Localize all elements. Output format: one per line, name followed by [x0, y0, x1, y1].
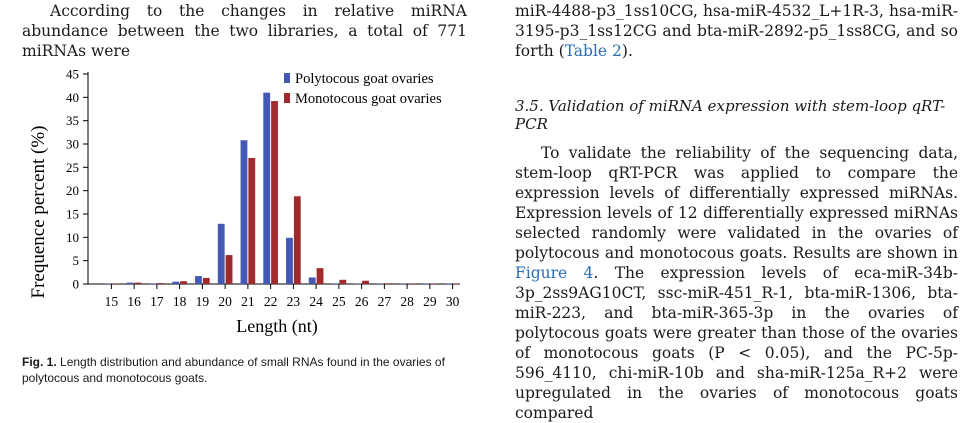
- figure-4-link[interactable]: Figure 4: [515, 264, 594, 282]
- validation-text-a: To validate the reliability of the seque…: [515, 144, 958, 262]
- length-distribution-chart: 15 16 17 18 19 20 21 22 23 24 25 26 27 28 29 30 0 5 10 15 2…: [28, 67, 460, 337]
- x-tick-label: 28: [400, 294, 414, 309]
- bar-monotocous: [157, 283, 165, 284]
- y-tick-label: 15: [66, 207, 79, 222]
- y-tick-label: 25: [66, 160, 79, 175]
- validation-text-b: . The expression levels of eca-miR-34b-3…: [515, 264, 958, 422]
- bar-monotocous: [202, 277, 210, 284]
- bar-monotocous: [248, 158, 256, 284]
- bar-monotocous: [384, 283, 392, 284]
- bar-monotocous: [407, 283, 415, 284]
- right-top-paragraph: miR-4488-p3_1ss10CG, hsa-miR-4532_L+1R-3…: [515, 1, 958, 61]
- x-tick-label: 20: [218, 294, 232, 309]
- bar-polytocous: [286, 237, 293, 284]
- x-tick-label: 22: [264, 294, 278, 309]
- x-tick-label: 23: [287, 294, 301, 309]
- x-tick-label: 18: [173, 294, 187, 309]
- x-tick-label: 29: [423, 294, 437, 309]
- x-tick-label: 30: [446, 294, 460, 309]
- x-tick-label: 17: [150, 294, 164, 309]
- bar-monotocous: [430, 283, 438, 284]
- left-paragraph: According to the changes in relative miR…: [22, 2, 467, 60]
- bar-monotocous: [316, 268, 324, 284]
- bar-polytocous: [445, 283, 453, 284]
- bar-polytocous: [104, 283, 111, 284]
- bar-monotocous: [453, 283, 460, 284]
- bar-monotocous: [339, 279, 347, 284]
- bar-polytocous: [422, 283, 430, 284]
- bar-monotocous: [134, 282, 142, 284]
- y-tick-label: 35: [66, 113, 79, 128]
- legend-label-monotocous: Monotocous goat ovaries: [295, 91, 442, 107]
- bar-polytocous: [172, 281, 180, 284]
- caption-label: Fig. 1.: [22, 355, 57, 369]
- bar-polytocous: [240, 140, 248, 284]
- bar-monotocous: [271, 101, 278, 284]
- right-top-text: miR-4488-p3_1ss10CG, hsa-miR-4532_L+1R-3…: [515, 2, 958, 60]
- bar-monotocous: [293, 196, 301, 284]
- bar-polytocous: [399, 283, 407, 284]
- y-tick-label: 30: [66, 137, 79, 152]
- bar-polytocous: [354, 283, 362, 284]
- x-tick-label: 21: [241, 294, 255, 309]
- bar-polytocous: [217, 223, 225, 284]
- bar-monotocous: [180, 281, 187, 284]
- x-tick-label: 24: [309, 294, 323, 309]
- y-tick-label: 20: [66, 183, 79, 198]
- y-tick-label: 45: [66, 67, 79, 82]
- y-tick-label: 40: [66, 90, 79, 105]
- legend-swatch-polytocous: [284, 73, 290, 83]
- y-tick-label: 0: [73, 277, 80, 292]
- validation-paragraph: To validate the reliability of the seque…: [515, 143, 958, 423]
- bar-monotocous: [362, 280, 369, 284]
- bar-polytocous: [308, 277, 316, 284]
- bar-polytocous: [195, 276, 202, 284]
- bar-polytocous: [377, 283, 384, 284]
- x-tick-label: 27: [378, 294, 392, 309]
- chart-xlabel: Length (nt): [236, 316, 317, 337]
- table-2-link[interactable]: Table 2: [564, 42, 622, 60]
- bar-polytocous: [331, 283, 339, 284]
- bar-polytocous: [263, 92, 271, 285]
- bar-polytocous: [149, 283, 157, 284]
- chart-ylabel: Frequence percent (%): [28, 125, 49, 298]
- bar-monotocous: [111, 283, 119, 284]
- x-tick-label: 15: [105, 294, 119, 309]
- legend-swatch-monotocous: [284, 93, 290, 103]
- x-tick-label: 25: [332, 294, 346, 309]
- caption-text: Length distribution and abundance of sma…: [22, 355, 445, 385]
- figure-caption: Fig. 1. Length distribution and abundanc…: [22, 354, 467, 386]
- right-top-end: ).: [621, 42, 633, 60]
- bar-polytocous: [126, 282, 134, 284]
- bar-monotocous: [225, 255, 233, 284]
- x-tick-label: 26: [355, 294, 369, 309]
- section-heading: 3.5. Validation of miRNA expression with…: [515, 97, 946, 133]
- legend-label-polytocous: Polytocous goat ovaries: [295, 71, 434, 87]
- y-tick-label: 5: [73, 253, 80, 268]
- x-tick-label: 19: [196, 294, 210, 309]
- x-tick-label: 16: [127, 294, 141, 309]
- y-tick-label: 10: [66, 230, 79, 245]
